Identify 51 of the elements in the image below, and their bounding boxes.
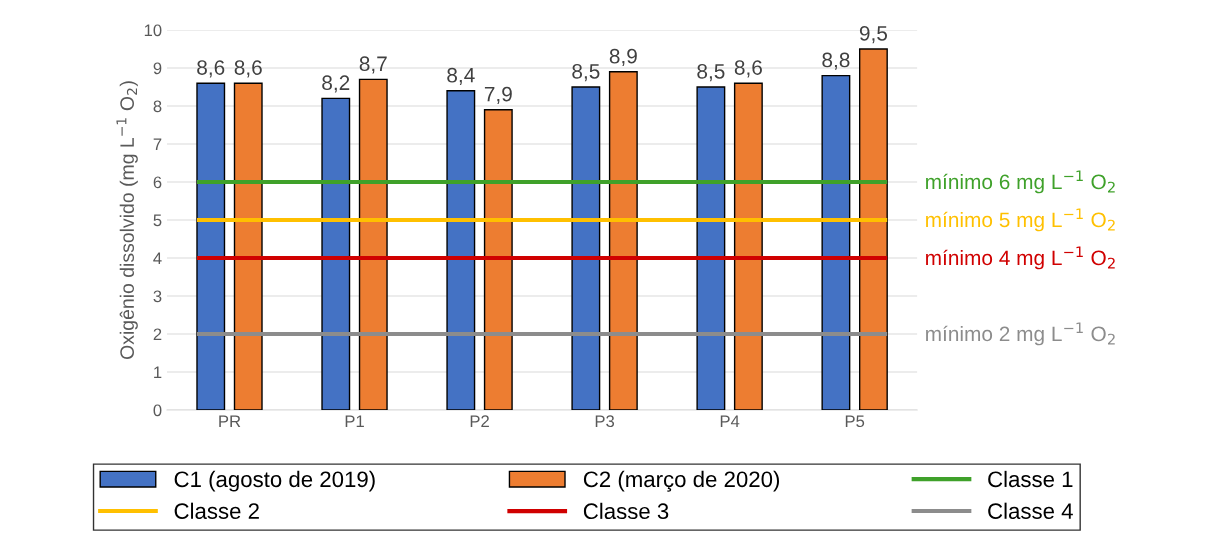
x-tick-label: P5 xyxy=(845,415,865,428)
y-tick-label: 4 xyxy=(153,252,162,265)
text: mínimo 2 mg L$^{−1}$ O$_{2}$ xyxy=(926,322,1115,346)
y-tick-label: 10 xyxy=(144,24,162,37)
bar xyxy=(483,109,513,410)
legend-label: Classe 1 xyxy=(988,470,1073,488)
data-label: 9,5 xyxy=(859,25,888,44)
data-label: 8,6 xyxy=(197,60,225,78)
legend-label: Classe 4 xyxy=(988,502,1073,519)
legend-label: Classe 2 xyxy=(174,502,259,519)
data-label: 7,9 xyxy=(484,86,512,104)
y-tick-label: 1 xyxy=(154,366,162,379)
data-label: 8,6 xyxy=(734,60,762,78)
text: mínimo 4 mg L$^{−1}$ O$_{2}$ xyxy=(926,246,1115,270)
y-tick-label: 9 xyxy=(153,62,162,75)
bar xyxy=(821,74,851,410)
legend-label: C1 (agosto de 2019) xyxy=(174,470,375,492)
text: mínimo 5 mg L$^{−1}$ O$_{2}$ xyxy=(926,208,1115,232)
data-label: 8,4 xyxy=(447,67,475,85)
bar xyxy=(196,82,226,410)
bar xyxy=(358,78,388,410)
bar xyxy=(446,90,476,410)
y-tick-label: 0 xyxy=(153,404,162,417)
bar xyxy=(696,86,726,410)
data-label: 8,7 xyxy=(359,56,387,74)
data-label: 8,2 xyxy=(322,75,350,93)
data-label: 8,5 xyxy=(697,63,725,82)
x-tick-label: P3 xyxy=(595,415,615,428)
y-tick-label: 5 xyxy=(153,214,162,227)
x-tick-label: PR xyxy=(219,415,241,427)
x-tick-label: P2 xyxy=(470,415,489,427)
data-label: 8,5 xyxy=(572,63,600,82)
bar xyxy=(733,82,763,410)
data-label: 8,8 xyxy=(822,52,850,70)
y-tick-label: 3 xyxy=(153,290,162,303)
data-label: 8,6 xyxy=(234,60,262,78)
y-axis-title: Oxigênio dissolvido (mg L$^{−1}$ O$_{2}$) xyxy=(116,81,138,359)
y-tick-label: 6 xyxy=(153,176,162,189)
legend-label: Classe 3 xyxy=(583,502,669,520)
y-tick-label: 2 xyxy=(153,328,162,341)
bar xyxy=(858,48,888,410)
bar xyxy=(571,86,601,410)
bar xyxy=(233,82,263,410)
data-label: 8,9 xyxy=(609,48,637,66)
text: mínimo 6 mg L$^{−1}$ O$_{2}$ xyxy=(926,170,1115,194)
x-tick-label: P1 xyxy=(345,415,364,427)
bar xyxy=(608,71,638,410)
legend-label: C2 (março de 2020) xyxy=(583,470,780,492)
x-tick-label: P4 xyxy=(720,415,740,427)
y-tick-label: 7 xyxy=(153,138,162,151)
y-tick-label: 8 xyxy=(153,100,162,113)
